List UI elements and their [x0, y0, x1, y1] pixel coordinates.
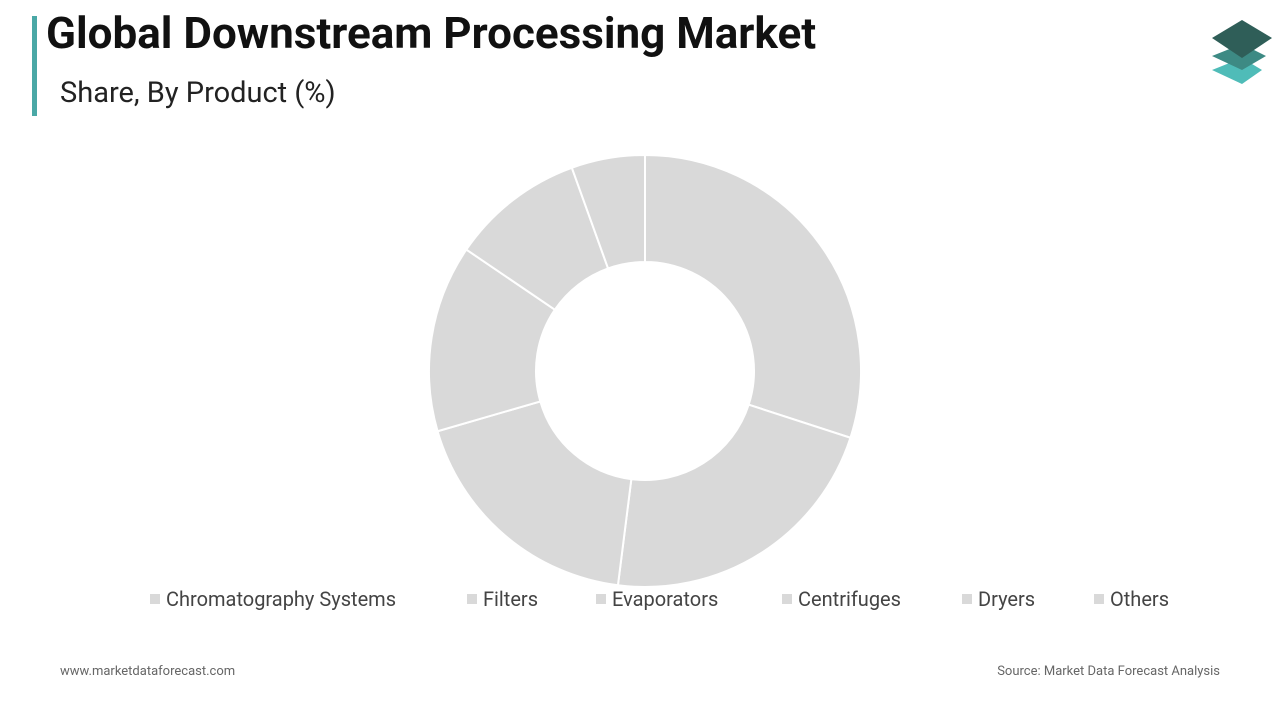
legend-swatch — [150, 594, 160, 604]
legend-label: Filters — [483, 587, 538, 611]
legend-label: Chromatography Systems — [166, 587, 396, 611]
slice — [436, 400, 633, 587]
legend-label: Centrifuges — [798, 587, 901, 611]
source: Source: Market Data Forecast Analysis — [997, 664, 1220, 679]
legend-label: Others — [1110, 587, 1169, 611]
chart-title: Global Downstream Processing Market — [46, 7, 816, 59]
slice — [570, 153, 646, 270]
logo — [1212, 20, 1272, 84]
title-accent — [32, 16, 37, 116]
legend: Chromatography Systems Filters Evaporators… — [150, 587, 1169, 611]
legend-swatch — [467, 594, 477, 604]
donut — [428, 153, 862, 588]
legend-swatch — [596, 594, 606, 604]
slice — [644, 153, 862, 440]
legend-label: Dryers — [978, 587, 1035, 611]
slice — [616, 403, 852, 588]
chart-subtitle: Share, By Product (%) — [60, 76, 336, 110]
legend-swatch — [962, 594, 972, 604]
legend-swatch — [782, 594, 792, 604]
legend-label: Evaporators — [612, 587, 718, 611]
legend-swatch — [1094, 594, 1104, 604]
website: www.marketdataforecast.com — [60, 664, 235, 679]
